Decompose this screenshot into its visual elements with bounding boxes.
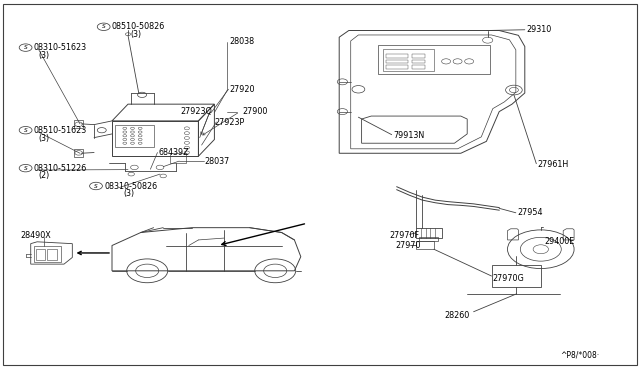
Text: 79913N: 79913N (394, 131, 425, 140)
Bar (378, 45, 490, 74)
Bar (416, 228, 442, 238)
Text: 08510-50826: 08510-50826 (112, 22, 165, 31)
Bar (412, 54, 425, 58)
Text: 28490X: 28490X (20, 231, 51, 240)
Bar (419, 237, 438, 241)
Text: 27961H: 27961H (538, 160, 569, 169)
Bar (386, 54, 408, 58)
Bar (383, 49, 434, 71)
Text: 27970: 27970 (396, 241, 421, 250)
Text: 27920: 27920 (229, 85, 255, 94)
Text: S: S (24, 166, 28, 171)
Text: S: S (102, 24, 106, 29)
Bar (36, 249, 45, 260)
Text: 27954: 27954 (517, 208, 543, 217)
Text: (3): (3) (130, 30, 141, 39)
Text: 08310-51226: 08310-51226 (34, 164, 87, 173)
Text: 08310-51623: 08310-51623 (34, 43, 87, 52)
Bar (412, 60, 425, 63)
Text: 27900: 27900 (242, 107, 268, 116)
Bar (386, 60, 408, 63)
Text: (3): (3) (38, 134, 49, 142)
Bar (386, 65, 408, 69)
Bar (47, 249, 57, 260)
Bar (74, 120, 83, 128)
Bar (74, 149, 83, 157)
Text: (3): (3) (38, 51, 49, 60)
Text: 68439Z: 68439Z (159, 148, 189, 157)
Bar (34, 246, 61, 262)
Bar (416, 241, 434, 249)
Bar (115, 125, 154, 147)
Text: 28038: 28038 (229, 37, 254, 46)
Bar (492, 265, 541, 287)
Text: (3): (3) (124, 189, 134, 198)
Text: 08510-51623: 08510-51623 (34, 126, 87, 135)
Text: 29400E: 29400E (544, 237, 574, 246)
Text: 27970F: 27970F (389, 231, 419, 240)
Text: 28037: 28037 (205, 157, 230, 166)
Text: S: S (24, 128, 28, 133)
Text: 27923P: 27923P (214, 118, 244, 126)
Text: 29310: 29310 (526, 25, 551, 34)
Bar (412, 65, 425, 69)
Text: S: S (24, 45, 28, 50)
Text: 27923Q: 27923Q (180, 107, 212, 116)
Text: (2): (2) (38, 171, 50, 180)
Text: S: S (94, 183, 98, 189)
Text: 28260: 28260 (445, 311, 470, 320)
Text: 27970G: 27970G (493, 274, 525, 283)
Text: 08310-50826: 08310-50826 (104, 182, 157, 190)
Text: ^P8/*008·: ^P8/*008· (560, 351, 599, 360)
